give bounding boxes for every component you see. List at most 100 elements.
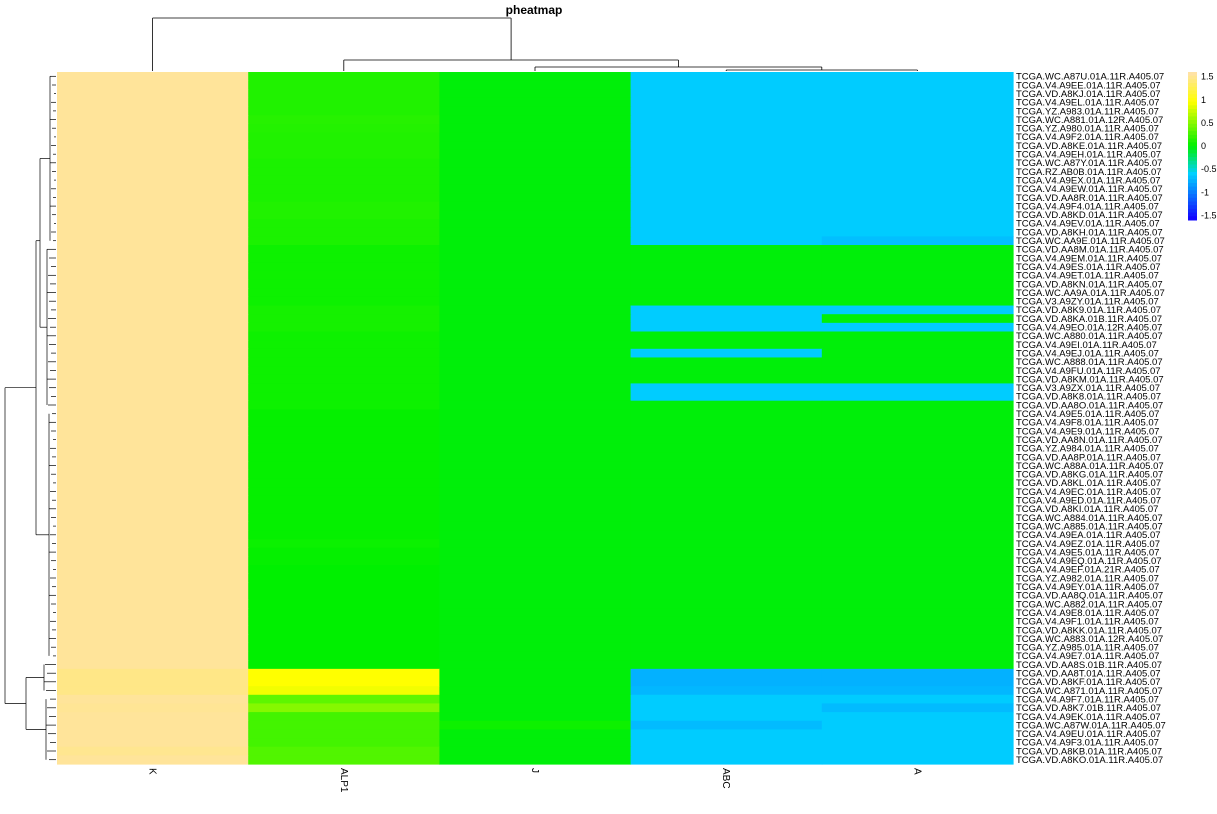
heatmap-cell <box>821 694 1014 705</box>
row-label: TCGA.VD.A8K9.01A.11R.A405.07 <box>1016 305 1161 316</box>
row-label: TCGA.WC.A888.01A.11R.A405.07 <box>1016 357 1163 368</box>
heatmap-cell <box>630 443 823 454</box>
row-label: TCGA.VD.A8KN.01A.11R.A405.07 <box>1016 279 1163 290</box>
heatmap-cell <box>439 565 632 575</box>
heatmap-cell <box>630 530 823 540</box>
heatmap-cell <box>630 599 823 609</box>
legend-color-step <box>1188 186 1197 191</box>
column-labels: K ALP1 J ABC A <box>147 768 923 793</box>
heatmap-cell <box>630 677 823 687</box>
heatmap-cell <box>248 591 440 601</box>
heatmap-cell <box>630 97 823 108</box>
heatmap-cell <box>248 556 440 566</box>
heatmap-cell <box>821 392 1014 402</box>
row-label: TCGA.V4.A9F3.01A.11R.A405.07 <box>1016 738 1159 749</box>
heatmap-cell <box>248 141 440 151</box>
heatmap-cell <box>57 348 249 359</box>
heatmap-cell <box>57 288 249 298</box>
heatmap-cell <box>248 89 440 99</box>
heatmap-cell <box>821 219 1014 229</box>
heatmap-cell <box>57 556 249 566</box>
legend-color-step <box>1188 109 1197 114</box>
heatmap-cell <box>630 288 823 298</box>
legend-color-step <box>1188 79 1197 84</box>
heatmap-cell <box>57 340 249 350</box>
heatmap-cell <box>57 426 249 436</box>
row-label: TCGA.V4.A9F8.01A.11R.A405.07 <box>1016 418 1159 429</box>
heatmap-cell <box>57 452 249 462</box>
legend-color-step <box>1188 94 1197 99</box>
heatmap-cell <box>248 530 440 540</box>
heatmap-cell <box>248 573 440 583</box>
row-label: TCGA.VD.A8KO.01A.11R.A405.07 <box>1016 755 1163 766</box>
heatmap-cell <box>439 677 632 687</box>
legend-color-step <box>1188 160 1197 165</box>
legend-color-step <box>1188 149 1197 154</box>
heatmap-cell <box>248 625 440 635</box>
heatmap-cell <box>439 80 632 90</box>
heatmap-cell <box>630 418 823 428</box>
row-label: TCGA.V4.A9ED.01A.11R.A405.07 <box>1016 496 1161 507</box>
row-label: TCGA.V4.A9E8.01A.11R.A405.07 <box>1016 608 1159 619</box>
row-label: TCGA.V4.A9E9.01A.11R.A405.07 <box>1016 426 1159 437</box>
row-label: TCGA.V4.A9F4.01A.11R.A405.07 <box>1016 201 1159 212</box>
heatmap-cell <box>248 115 440 125</box>
heatmap-cell <box>439 374 632 384</box>
heatmap-cell <box>439 746 632 756</box>
heatmap-cell <box>821 193 1014 203</box>
heatmap-cell <box>821 97 1014 108</box>
heatmap-cell <box>439 591 632 601</box>
legend-color-step <box>1188 146 1197 151</box>
row-label: TCGA.VD.A8KL.01A.11R.A405.07 <box>1016 478 1161 489</box>
row-label: TCGA.VD.A8KA.01B.11R.A405.07 <box>1016 314 1162 325</box>
heatmap-cell <box>248 521 440 532</box>
heatmap-cell <box>821 210 1014 220</box>
heatmap-cell <box>248 383 440 393</box>
heatmap-cell <box>630 409 823 419</box>
row-label: TCGA.RZ.AB0B.01A.11R.A405.07 <box>1016 167 1162 178</box>
heatmap-cell <box>248 167 440 177</box>
heatmap-cell <box>630 383 823 393</box>
heatmap-cell <box>821 72 1014 82</box>
row-label: TCGA.V4.A9ET.01A.11R.A405.07 <box>1016 271 1159 282</box>
heatmap-cell <box>248 495 440 506</box>
heatmap-cell <box>630 80 823 90</box>
row-label: TCGA.VD.A8KI.01A.11R.A405.07 <box>1016 504 1158 515</box>
row-label: TCGA.V4.A9EO.01A.12R.A405.07 <box>1016 323 1162 334</box>
heatmap-cell <box>821 288 1014 298</box>
heatmap-cell <box>821 478 1014 488</box>
row-label: TCGA.V4.A9EW.01A.11R.A405.07 <box>1016 184 1163 195</box>
legend-color-step <box>1188 86 1197 91</box>
heatmap-cell <box>57 253 249 263</box>
legend-color-step <box>1188 175 1197 180</box>
legend-color-step <box>1188 131 1197 136</box>
heatmap-cell <box>248 236 440 246</box>
row-label: TCGA.VD.AA8T.01A.11R.A405.07 <box>1016 669 1161 680</box>
legend-color-step <box>1188 168 1197 173</box>
heatmap-cell <box>439 755 632 765</box>
legend-color-step <box>1188 212 1197 217</box>
row-label: TCGA.VD.A8KE.01A.11R.A405.07 <box>1016 141 1162 152</box>
heatmap-cell <box>630 642 823 653</box>
heatmap-cell <box>821 383 1014 393</box>
heatmap-cell <box>821 227 1014 237</box>
row-label: TCGA.V4.A9EU.01A.11R.A405.07 <box>1016 729 1161 740</box>
row-label: TCGA.V4.A9F2.01A.11R.A405.07 <box>1016 132 1159 143</box>
heatmap-cell <box>248 392 440 402</box>
heatmap-cell <box>439 409 632 419</box>
legend-color-step <box>1188 127 1197 132</box>
row-label: TCGA.YZ.A983.01A.11R.A405.07 <box>1016 106 1159 117</box>
heatmap-cell <box>248 608 440 618</box>
row-label: TCGA.V4.A9EX.01A.11R.A405.07 <box>1016 175 1161 186</box>
heatmap-cell <box>57 712 249 722</box>
heatmap-cell <box>248 487 440 497</box>
heatmap-cell <box>439 642 632 653</box>
legend-color-step <box>1188 190 1197 195</box>
heatmap-cell <box>439 253 632 263</box>
heatmap-cell <box>57 608 249 618</box>
heatmap-cell <box>821 123 1014 134</box>
heatmap-cell <box>57 729 249 739</box>
column-label: K <box>147 768 158 775</box>
heatmap-cell <box>630 149 823 160</box>
heatmap-cell <box>630 322 823 333</box>
